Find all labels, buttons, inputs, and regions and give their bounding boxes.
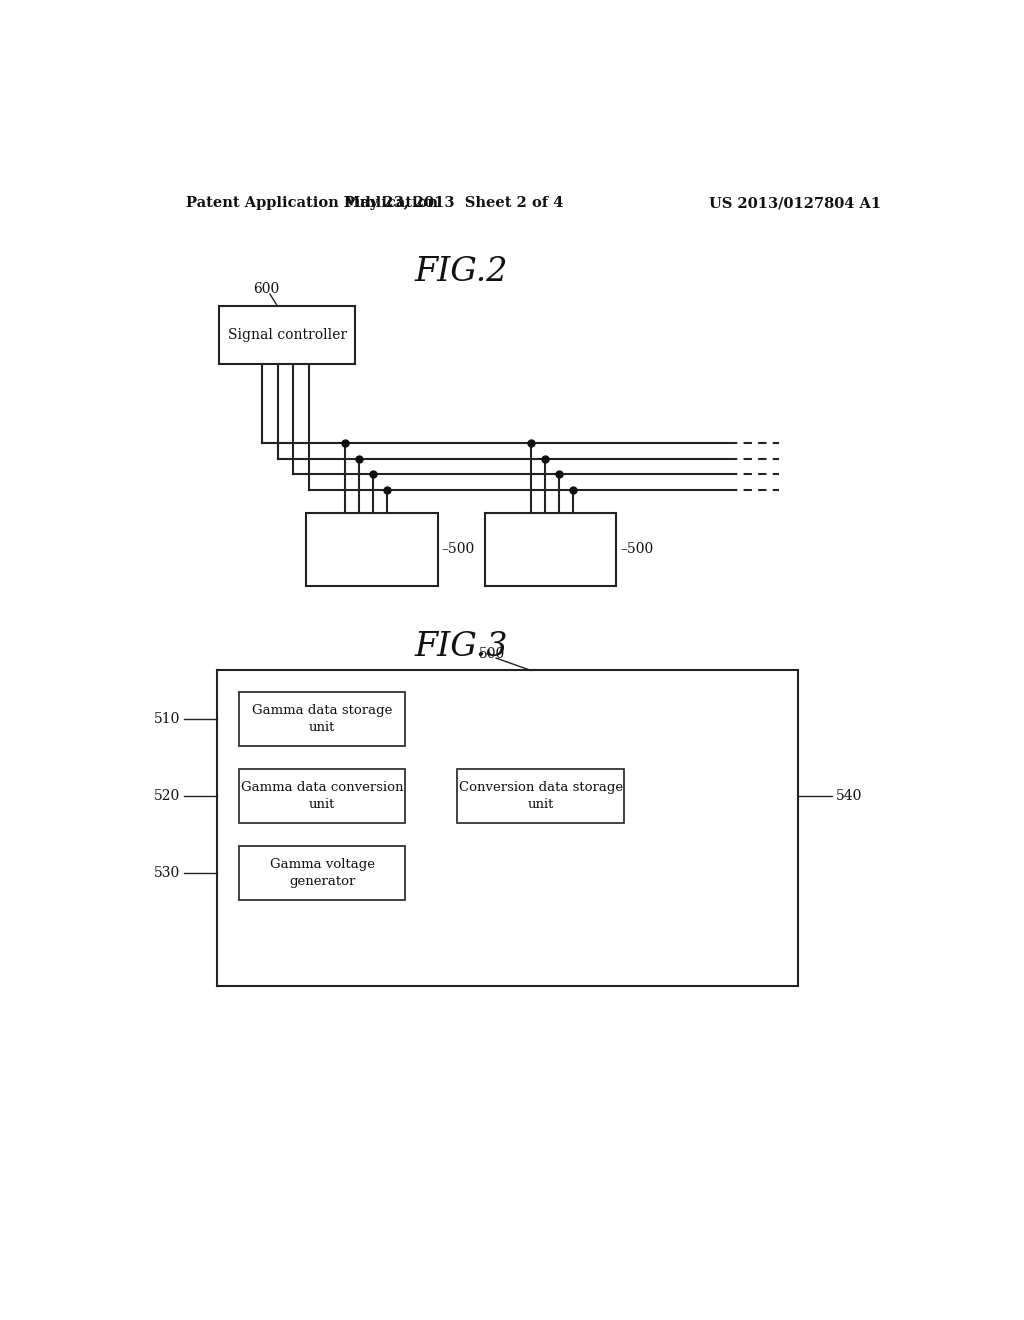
Bar [306,512,438,586]
Bar [239,692,406,746]
Text: –500: –500 [442,543,475,556]
Text: 600: 600 [253,282,280,296]
Text: Gamma voltage
generator: Gamma voltage generator [269,858,375,888]
Text: Conversion data storage
unit: Conversion data storage unit [459,781,623,810]
Bar [219,306,355,364]
Bar [458,770,624,822]
Text: FIG.2: FIG.2 [415,256,508,288]
Text: US 2013/0127804 A1: US 2013/0127804 A1 [710,197,882,210]
Bar [217,671,799,986]
Text: Gamma data conversion
unit: Gamma data conversion unit [241,781,403,810]
Text: –500: –500 [621,543,653,556]
Text: Patent Application Publication: Patent Application Publication [186,197,438,210]
Text: May 23, 2013  Sheet 2 of 4: May 23, 2013 Sheet 2 of 4 [344,197,563,210]
Text: FIG.3: FIG.3 [415,631,508,664]
Text: 540: 540 [836,789,862,803]
Bar [239,846,406,900]
Text: 510: 510 [154,711,180,726]
Bar [239,770,406,822]
Text: Gamma data storage
unit: Gamma data storage unit [252,704,392,734]
Text: Signal controller: Signal controller [227,329,347,342]
Text: 530: 530 [154,866,180,880]
Bar [484,512,616,586]
Text: 500: 500 [479,647,506,660]
Text: 520: 520 [154,789,180,803]
